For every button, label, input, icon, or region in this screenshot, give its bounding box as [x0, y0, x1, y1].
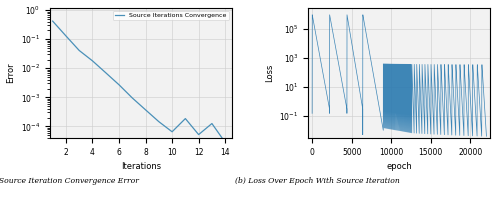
Source Iterations Convergence	[196, 133, 202, 136]
Source Iterations Convergence	[130, 97, 136, 99]
Source Iterations Convergence	[102, 72, 108, 74]
Y-axis label: Error: Error	[6, 63, 16, 83]
Source Iterations Convergence	[50, 20, 56, 22]
Source Iterations Convergence	[76, 49, 82, 52]
Source Iterations Convergence	[182, 117, 188, 120]
Source Iterations Convergence	[156, 121, 162, 123]
Source Iterations Convergence	[169, 131, 175, 133]
X-axis label: epoch: epoch	[386, 162, 412, 171]
X-axis label: Iterations: Iterations	[121, 162, 161, 171]
Source Iterations Convergence	[142, 109, 148, 111]
Text: (a) Source Iteration Convergence Error: (a) Source Iteration Convergence Error	[0, 177, 139, 185]
Source Iterations Convergence	[116, 84, 122, 86]
Y-axis label: Loss: Loss	[265, 64, 274, 82]
Source Iterations Convergence	[209, 122, 215, 125]
Source Iterations Convergence	[63, 35, 69, 37]
Legend: Source Iterations Convergence: Source Iterations Convergence	[113, 11, 228, 20]
Source Iterations Convergence	[222, 141, 228, 144]
Text: (b) Loss Over Epoch With Source Iteration: (b) Loss Over Epoch With Source Iteratio…	[235, 177, 400, 185]
Source Iterations Convergence	[90, 60, 96, 62]
Line: Source Iterations Convergence: Source Iterations Convergence	[52, 21, 225, 142]
